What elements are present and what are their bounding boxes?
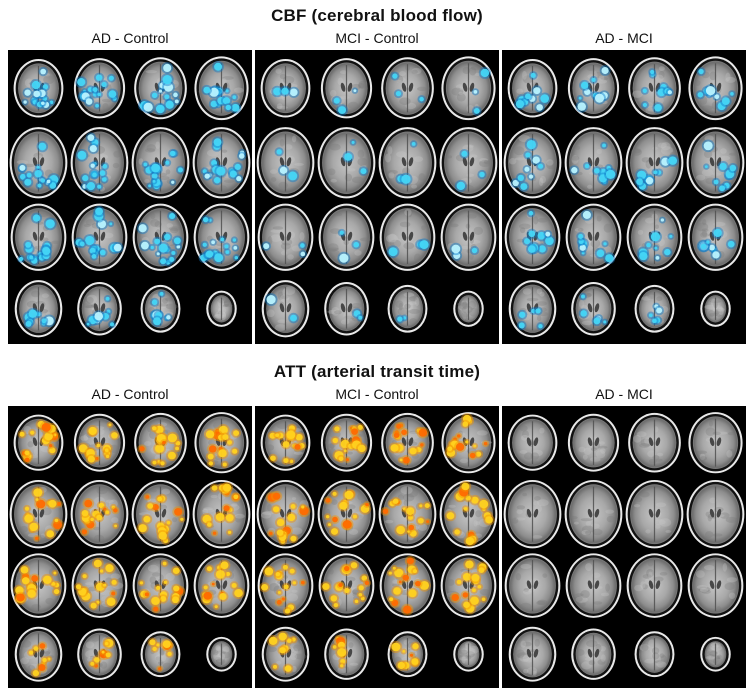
cbf-panel-ad-control: [8, 50, 252, 344]
att-panel-ad-control: [8, 406, 252, 688]
att-title: ATT (arterial transit time): [273, 362, 481, 381]
att-section: ATT (arterial transit time) AD - Control…: [0, 356, 754, 688]
brain-grid-att-mci-control: [255, 406, 499, 688]
brain-grid-att-ad-mci: [502, 406, 746, 688]
cbf-panels: [0, 50, 754, 344]
att-col-label-ad-mci: AD - MCI: [595, 386, 653, 402]
att-panel-ad-mci: [502, 406, 746, 688]
brain-grid-cbf-ad-mci: [502, 50, 746, 344]
brain-grid-cbf-mci-control: [255, 50, 499, 344]
cbf-col-label-mci-control: MCI - Control: [335, 30, 419, 46]
att-panel-mci-control: [255, 406, 499, 688]
brain-grid-att-ad-control: [8, 406, 252, 688]
att-column-headers: AD - Control MCI - Control AD - MCI: [0, 384, 754, 406]
cbf-section: CBF (cerebral blood flow) AD - Control M…: [0, 0, 754, 344]
cbf-title: CBF (cerebral blood flow): [271, 6, 483, 25]
cbf-column-headers: AD - Control MCI - Control AD - MCI: [0, 28, 754, 50]
att-panels: [0, 406, 754, 688]
att-col-label-mci-control: MCI - Control: [335, 386, 419, 402]
cbf-col-label-ad-control: AD - Control: [91, 30, 169, 46]
cbf-col-label-ad-mci: AD - MCI: [595, 30, 653, 46]
brain-grid-cbf-ad-control: [8, 50, 252, 344]
cbf-panel-ad-mci: [502, 50, 746, 344]
cbf-panel-mci-control: [255, 50, 499, 344]
att-col-label-ad-control: AD - Control: [91, 386, 169, 402]
